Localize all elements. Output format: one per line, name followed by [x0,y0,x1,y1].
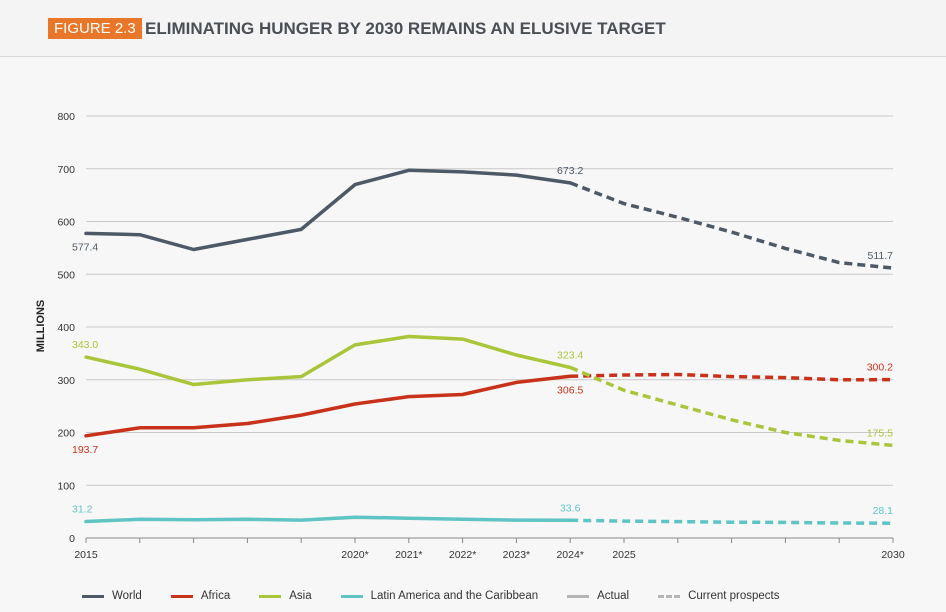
figure-header: FIGURE 2.3 ELIMINATING HUNGER BY 2030 RE… [0,0,946,57]
figure-title: ELIMINATING HUNGER BY 2030 REMAINS AN EL… [145,19,666,38]
y-tick-label: 200 [57,428,75,440]
y-tick-label: 400 [57,322,75,334]
series-lines [84,168,894,525]
data-label-asia: 323.4 [557,349,583,361]
x-tick-label: 2024* [556,549,583,561]
series-line-world-prospect [569,181,894,270]
series-line-africa-actual [84,374,572,438]
series-line-asia-actual [84,334,572,387]
legend-label: Actual [597,590,630,602]
x-tick-label: 2020* [341,549,368,561]
x-tick-label: 2021* [395,549,422,561]
x-tick-label: 2015 [74,549,98,561]
y-tick-label: 500 [57,269,75,281]
data-label-latin-america-and-the-caribbean: 28.1 [873,505,894,517]
gridlines [86,115,893,539]
legend-item-latin-america-and-the-caribbean: Latin America and the Caribbean [340,590,539,602]
legend-swatch [259,594,282,598]
y-tick-label: 100 [57,480,75,492]
legend-item-world: World [82,590,142,602]
series-line-world-actual [84,168,572,252]
data-label-africa: 193.7 [72,444,98,456]
legend-swatch [340,594,363,598]
legend: World Africa Asia Latin America and the Car… [82,588,808,604]
data-label-world: 511.7 [868,250,894,262]
legend-label: Asia [289,590,312,602]
x-tick-label: 2030 [881,549,905,561]
data-label-latin-america-and-the-caribbean: 31.2 [72,504,93,516]
data-label-world: 577.4 [72,241,98,253]
y-tick-label: 0 [69,533,75,545]
legend-item-current-prospects: Current prospects [658,590,779,602]
y-axis-label: MILLIONS [35,300,47,353]
y-tick-label: 800 [57,111,75,123]
legend-swatch [170,594,193,598]
legend-label: Africa [200,590,231,602]
legend-item-asia: Asia [259,590,312,602]
legend-item-africa: Africa [170,590,231,602]
data-label-latin-america-and-the-caribbean: 33.6 [560,502,581,514]
data-label-africa: 306.5 [557,384,583,396]
legend-item-actual: Actual [567,590,629,602]
x-tick-label: 2023* [503,549,530,561]
legend-label: World [112,590,142,602]
x-axis: 2015 2020* 2021* 2022* 2023* 2024* 2025 2030 [74,538,905,561]
figure-label-badge: FIGURE 2.3 [48,18,142,39]
series-line-latin-america-and-the-caribbean-prospect [570,518,894,525]
legend-swatch [658,594,681,598]
x-tick-label: 2025 [612,549,636,561]
legend-swatch [567,594,590,598]
legend-label: Current prospects [688,590,780,602]
data-label-asia: 175.5 [867,427,893,439]
y-tick-label: 600 [57,217,75,229]
y-tick-label: 700 [57,164,75,176]
y-axis: 0 100 200 300 400 500 600 700 800 MILLIONS [35,111,75,545]
series-line-africa-prospect [570,372,894,382]
data-labels: 577.4 673.2 511.7 193.7 306.5 300.2 343.0 323.4… [72,165,893,517]
series-line-asia-prospect [569,365,894,448]
legend-swatch [82,594,104,598]
data-label-world: 673.2 [557,165,583,177]
data-label-asia: 343.0 [72,339,98,351]
data-label-africa: 300.2 [867,362,893,374]
y-tick-label: 300 [57,375,75,387]
legend-label: Latin America and the Caribbean [370,590,539,602]
x-tick-label: 2022* [449,549,476,561]
series-line-latin-america-and-the-caribbean-actual [84,515,572,524]
